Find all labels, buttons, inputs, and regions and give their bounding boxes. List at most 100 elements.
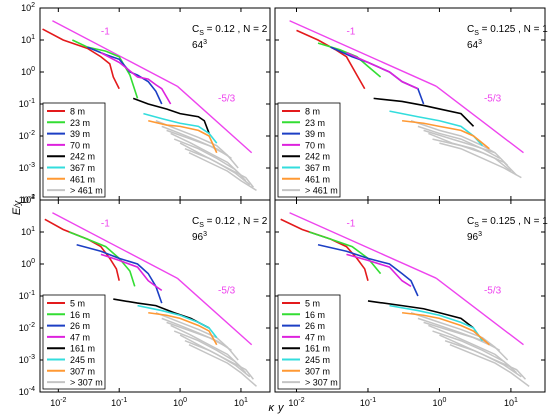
legend-box: [42, 294, 106, 390]
x-tick-label-exp: -1: [370, 397, 376, 404]
series-gray-line: [184, 148, 254, 188]
x-tick-label: 100: [432, 397, 446, 408]
series-line: [373, 97, 475, 127]
y-tick-label-exp: -3: [29, 162, 35, 169]
series-line: [143, 112, 218, 144]
y-tick-label-base: 10: [19, 323, 29, 333]
x-tick-label-base: 10: [360, 398, 370, 408]
grid-base: 64: [192, 40, 204, 51]
slope-line: [176, 85, 253, 154]
y-tick-label-exp: -2: [29, 130, 35, 137]
params-sub: S: [474, 222, 479, 229]
legend-label: 26 m: [70, 321, 90, 331]
x-tick-label: 101: [234, 397, 248, 408]
legend-label: 242 m: [70, 152, 95, 162]
grid-base: 96: [192, 232, 204, 243]
x-tick-label: 10-1: [111, 397, 127, 408]
x-tick-label-exp: 0: [442, 397, 446, 404]
series-gray-line: [188, 344, 257, 387]
legend-label: 367 m: [70, 163, 95, 173]
slope-label: -5/3: [484, 285, 502, 296]
grid-exp: 3: [203, 39, 207, 46]
grid-base: 64: [467, 40, 479, 51]
params-annotation: CS = 0.125 , N = 1: [467, 216, 548, 229]
grid-annotation: 963: [467, 231, 482, 243]
x-tick-label-exp: 0: [183, 397, 187, 404]
legend-label: 307 m: [70, 366, 95, 376]
y-axis-label-slash: /y: [12, 200, 22, 209]
y-tick-label-base: 10: [19, 291, 29, 301]
y-tick-label: 100: [21, 258, 35, 269]
params-rest: = 0.125 , N = 1: [479, 216, 548, 227]
x-tick-label-exp: -2: [60, 397, 66, 404]
legend-label: 5 m: [70, 299, 85, 309]
params-rest: = 0.125 , N = 1: [479, 24, 548, 35]
x-tick-label: 10-2: [50, 397, 66, 408]
params-c: C: [192, 24, 199, 35]
series-gray-line: [155, 120, 228, 156]
y-tick-label-base: 10: [21, 195, 31, 205]
y-tick-label-base: 10: [19, 195, 29, 205]
y-tick-label: 10-2: [19, 130, 35, 141]
series-gray-line: [410, 312, 496, 348]
series-line: [137, 304, 218, 339]
series-line: [389, 304, 484, 342]
y-tick-label-exp: -1: [29, 98, 35, 105]
y-tick-label: 102: [21, 194, 35, 205]
x-axis-label-kappa: κ: [269, 402, 275, 414]
series-gray-line: [410, 120, 496, 154]
series-gray-line: [428, 324, 512, 368]
params-c: C: [467, 24, 474, 35]
series-gray-line: [428, 132, 512, 172]
series-line: [401, 311, 490, 346]
slope-label: -5/3: [218, 93, 236, 104]
legend-label: 47 m: [305, 332, 325, 342]
series-line: [308, 231, 382, 275]
slope-label: -1: [346, 26, 355, 37]
slope-line: [289, 212, 437, 279]
series-line: [148, 311, 218, 346]
grid-annotation: 643: [467, 39, 482, 51]
series-line: [68, 231, 136, 287]
x-tick-label: 10-1: [360, 397, 376, 408]
y-tick-label-base: 10: [19, 163, 29, 173]
grid-exp: 3: [478, 231, 482, 238]
legend-label: > 461 m: [70, 186, 103, 196]
x-tick-label: 100: [173, 397, 187, 408]
series-gray-line: [170, 324, 242, 368]
legend-box: [42, 102, 106, 198]
params-sub: S: [199, 222, 204, 229]
grid-base: 96: [467, 232, 479, 243]
x-tick-label-base: 10: [288, 398, 298, 408]
y-tick-label-exp: 0: [31, 258, 35, 265]
legend-label: 161 m: [70, 344, 95, 354]
y-tick-label-exp: -4: [29, 194, 35, 201]
legend-label: 367 m: [305, 163, 330, 173]
y-axis-label: E/y: [11, 200, 23, 215]
legend-label: 16 m: [70, 310, 90, 320]
series-line: [100, 253, 163, 292]
y-tick-label-exp: 0: [31, 66, 35, 73]
y-tick-label-exp: -1: [29, 290, 35, 297]
slope-line: [289, 20, 437, 87]
legend-label: 5 m: [305, 299, 320, 309]
params-c: C: [467, 216, 474, 227]
series-gray-line: [170, 132, 242, 176]
slope-line: [52, 212, 178, 279]
series-gray-line: [423, 129, 509, 166]
series-line: [72, 39, 139, 99]
series-line: [296, 29, 366, 90]
y-tick-label: 10-1: [19, 98, 35, 109]
series-gray-line: [449, 344, 530, 387]
legend-label: 70 m: [305, 140, 325, 150]
slope-label: -1: [101, 218, 110, 229]
slope-line: [52, 20, 178, 87]
legend-box: [277, 102, 341, 198]
params-rest: = 0.12 , N = 2: [204, 216, 268, 227]
legend-label: 23 m: [305, 118, 325, 128]
